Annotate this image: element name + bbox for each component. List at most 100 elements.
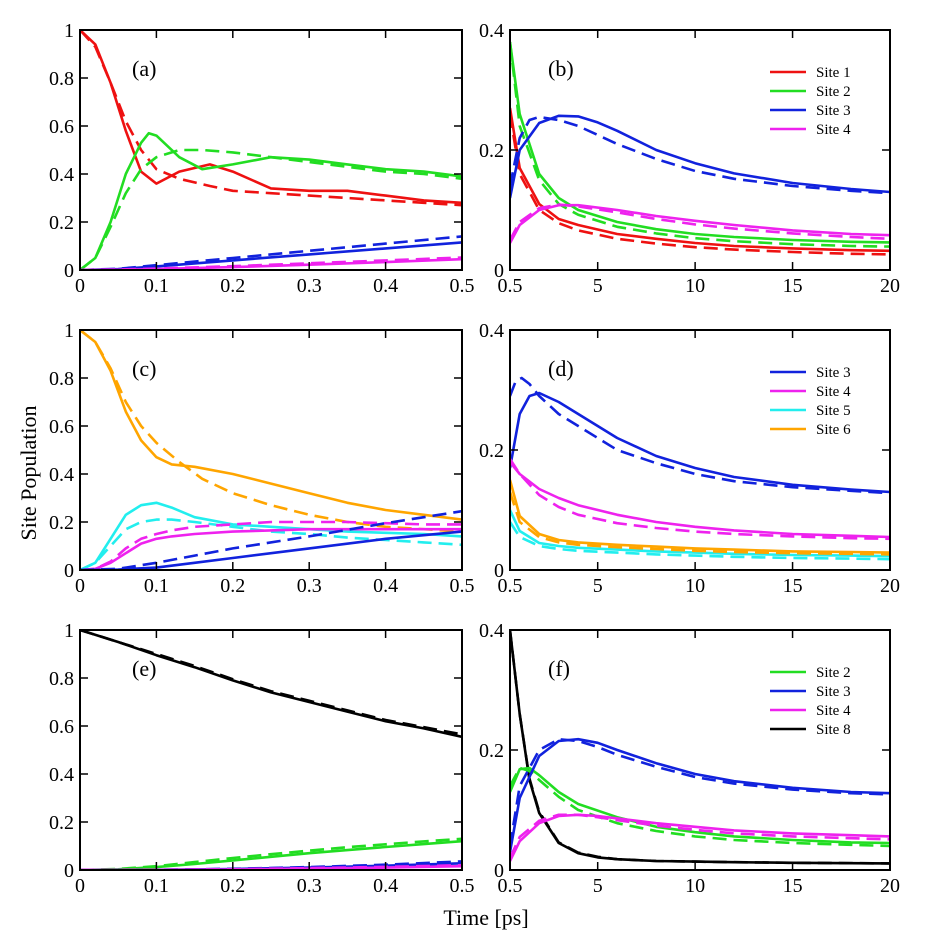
panel-tag: (e) xyxy=(132,656,156,681)
x-tick-label: 0.1 xyxy=(144,275,169,297)
legend-label: Site 3 xyxy=(816,365,851,381)
x-tick-label: 0.5 xyxy=(498,275,523,297)
y-tick-label: 0 xyxy=(494,260,504,282)
y-axis-title: Site Population xyxy=(16,405,41,540)
x-tick-label: 0.2 xyxy=(220,875,245,897)
y-tick-label: 0.8 xyxy=(49,68,74,90)
x-tick-label: 0.3 xyxy=(297,875,322,897)
site-2-solid-line xyxy=(80,131,462,270)
site-4-dashed-line xyxy=(80,520,462,570)
x-tick-label: 0.5 xyxy=(498,575,523,597)
legend: Site 3 Site 4 Site 5 Site 6 xyxy=(770,365,851,438)
legend-label: Site 1 xyxy=(816,65,851,81)
site-4-solid-line xyxy=(510,203,890,244)
panel-a: 0 0.1 0.2 0.3 0.4 0.5 0 0.2 0.4 0.6 0.8 1 (a) xyxy=(49,20,475,297)
site-5-solid-line xyxy=(510,509,890,558)
x-tick-label: 0.5 xyxy=(450,875,475,897)
plot-frame xyxy=(79,29,463,271)
x-tick-label: 0.5 xyxy=(498,875,523,897)
panel-tag: (b) xyxy=(548,56,574,81)
y-tick-label: 0.2 xyxy=(49,212,74,234)
x-tick-label: 15 xyxy=(783,575,803,597)
series-group xyxy=(510,41,890,256)
y-tick-label: 0 xyxy=(64,560,74,582)
x-tick-label: 0.4 xyxy=(373,875,398,897)
legend-label: Site 3 xyxy=(816,103,851,119)
y-tick-label: 0.2 xyxy=(49,512,74,534)
site-4-dashed-line xyxy=(510,458,890,541)
x-axis-title: Time [ps] xyxy=(443,905,528,930)
x-tick-label: 5 xyxy=(593,575,603,597)
x-tick-label: 0.4 xyxy=(373,575,398,597)
site-3-solid-line xyxy=(510,737,890,853)
y-tick-label: 0 xyxy=(494,560,504,582)
y-tick-label: 1 xyxy=(64,20,74,42)
y-tick-label: 0.4 xyxy=(49,164,74,186)
site-4-solid-line xyxy=(510,461,890,539)
site-2-dashed-line xyxy=(80,148,462,270)
site-3-dashed-line xyxy=(510,115,890,195)
site-2-solid-line xyxy=(510,41,890,244)
x-tick-label: 10 xyxy=(685,575,705,597)
x-tick-label: 0.2 xyxy=(220,275,245,297)
site-8-dashed-line xyxy=(80,630,462,736)
site-5-solid-line xyxy=(80,501,462,570)
x-tick-label: 20 xyxy=(880,575,900,597)
x-tick-label: 0.2 xyxy=(220,575,245,597)
legend: Site 2 Site 3 Site 4 Site 8 xyxy=(770,665,851,738)
x-tick-label: 0 xyxy=(75,875,85,897)
y-tick-label: 1 xyxy=(64,320,74,342)
x-tick-label: 0.3 xyxy=(297,275,322,297)
site-6-dashed-line xyxy=(80,330,462,533)
legend-label: Site 2 xyxy=(816,665,851,681)
site-3-solid-line xyxy=(510,114,890,199)
site-4-solid-line xyxy=(80,527,462,570)
site-3-dashed-line xyxy=(80,509,462,570)
legend-label: Site 3 xyxy=(816,684,851,700)
site-2-dashed-line xyxy=(510,766,890,848)
site-3-dashed-line xyxy=(510,376,890,495)
panels: 0 0.1 0.2 0.3 0.4 0.500.20.40.60.81(a)0.5 5 10 1… xyxy=(49,20,900,897)
x-tick-label: 0 xyxy=(75,275,85,297)
y-tick-label: 0.2 xyxy=(479,740,504,762)
site-4-dashed-line xyxy=(510,813,890,859)
panel-tag: (a) xyxy=(132,56,156,81)
site-3-dashed-line xyxy=(510,737,890,847)
site-1-solid-line xyxy=(510,107,890,253)
y-tick-label: 0.2 xyxy=(479,140,504,162)
y-tick-label: 0.2 xyxy=(49,812,74,834)
series-group xyxy=(510,376,890,561)
y-tick-label: 0.4 xyxy=(479,20,504,42)
panel-e: 0 0.1 0.2 0.3 0.4 0.5 0 0.2 0.4 0.6 0.8 1 (e) xyxy=(49,620,475,897)
site-1-solid-line xyxy=(80,30,462,205)
y-tick-label: 0.4 xyxy=(49,464,74,486)
y-tick-label: 0 xyxy=(64,860,74,882)
site-6-solid-line xyxy=(80,330,462,521)
y-tick-label: 0.4 xyxy=(479,620,504,642)
y-tick-label: 0.8 xyxy=(49,668,74,690)
y-tick-label: 0.4 xyxy=(49,764,74,786)
y-tick-label: 0.8 xyxy=(49,368,74,390)
legend-label: Site 2 xyxy=(816,84,851,100)
series-group xyxy=(80,330,462,570)
site-3-solid-line xyxy=(80,530,462,570)
x-tick-label: 5 xyxy=(593,875,603,897)
y-tick-label: 0 xyxy=(494,860,504,882)
y-tick-label: 0.6 xyxy=(49,116,74,138)
y-tick-label: 0.4 xyxy=(479,320,504,342)
legend: Site 1 Site 2 Site 3 Site 4 xyxy=(770,65,851,138)
site-6-dashed-line xyxy=(510,491,890,556)
site-1-dashed-line xyxy=(510,113,890,256)
legend-label: Site 4 xyxy=(816,384,851,400)
site-3-solid-line xyxy=(510,391,890,494)
y-tick-label: 0 xyxy=(64,260,74,282)
series-group xyxy=(510,630,890,865)
y-tick-label: 0.2 xyxy=(479,440,504,462)
site-5-dashed-line xyxy=(80,518,462,570)
y-tick-label: 1 xyxy=(64,620,74,642)
plot-frame xyxy=(79,329,463,571)
panel-tag: (f) xyxy=(548,656,570,681)
